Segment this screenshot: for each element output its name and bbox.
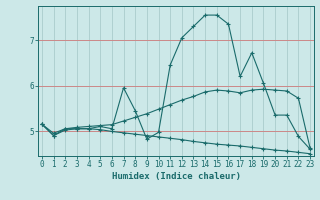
- X-axis label: Humidex (Indice chaleur): Humidex (Indice chaleur): [111, 172, 241, 181]
